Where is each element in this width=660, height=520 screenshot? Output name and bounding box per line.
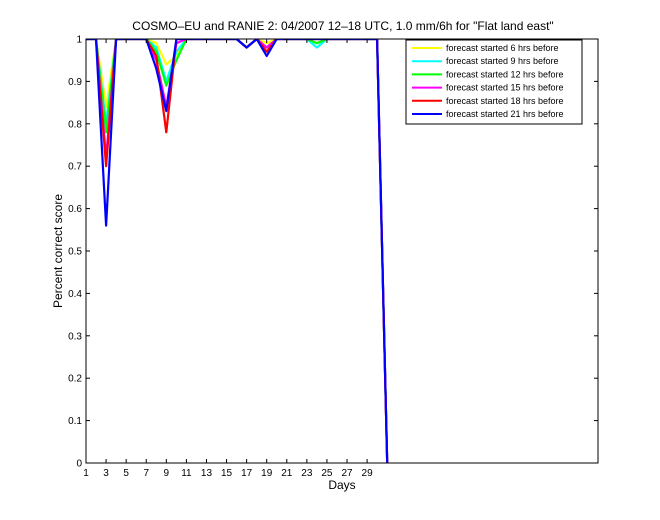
series-line-3 xyxy=(86,39,389,463)
x-tick-label: 21 xyxy=(281,468,293,479)
x-tick-label: 23 xyxy=(301,468,313,479)
legend: forecast started 6 hrs before forecast st… xyxy=(405,39,583,125)
x-tick-label: 15 xyxy=(221,468,233,479)
x-tick-label: 5 xyxy=(123,468,129,479)
legend-box xyxy=(405,39,583,125)
y-tick-label: 0.9 xyxy=(68,77,82,88)
y-axis-label: Percent correct score xyxy=(51,194,65,308)
series-line-5 xyxy=(86,39,389,463)
series-line-4 xyxy=(86,39,389,463)
series-line-1 xyxy=(86,39,389,463)
y-tick-label: 0 xyxy=(76,459,82,470)
x-tick-label: 9 xyxy=(164,468,170,479)
legend-entry: forecast started 18 hrs before xyxy=(446,96,564,106)
legend-entry: forecast started 6 hrs before xyxy=(446,43,559,53)
series-line-2 xyxy=(86,39,389,463)
x-tick-label: 1 xyxy=(83,468,89,479)
axes-group: 1 3 5 7 9 11 13 15 17 19 21 23 25 27 2900.10.20.30.40.… xyxy=(68,35,599,479)
x-tick-label: 29 xyxy=(362,468,374,479)
legend-entry: forecast started 15 hrs before xyxy=(446,83,564,93)
chart-title: COSMO–EU and RANIE 2: 04/2007 12–18 UTC,… xyxy=(132,19,553,33)
x-tick-label: 7 xyxy=(143,468,149,479)
legend-entry: forecast started 12 hrs before xyxy=(446,69,564,79)
x-tick-label: 3 xyxy=(103,468,109,479)
y-tick-label: 0.4 xyxy=(68,289,82,300)
series-line-6 xyxy=(86,39,389,463)
y-tick-label: 0.2 xyxy=(68,374,82,385)
y-tick-label: 0.7 xyxy=(68,162,82,173)
legend-entry: forecast started 21 hrs before xyxy=(446,109,564,119)
y-tick-label: 0.8 xyxy=(68,119,82,130)
y-tick-label: 0.5 xyxy=(68,247,82,258)
x-axis-label: Days xyxy=(328,478,355,492)
legend-entry: forecast started 9 hrs before xyxy=(446,56,559,66)
x-tick-label: 25 xyxy=(321,468,333,479)
y-tick-label: 1 xyxy=(76,35,82,46)
y-tick-label: 0.3 xyxy=(68,331,82,342)
series-group xyxy=(86,39,389,463)
x-tick-label: 11 xyxy=(181,468,192,479)
x-tick-label: 27 xyxy=(341,468,353,479)
x-tick-label: 17 xyxy=(241,468,253,479)
y-tick-label: 0.6 xyxy=(68,204,82,215)
x-tick-label: 19 xyxy=(261,468,273,479)
y-tick-label: 0.1 xyxy=(68,416,82,427)
x-tick-label: 13 xyxy=(201,468,213,479)
